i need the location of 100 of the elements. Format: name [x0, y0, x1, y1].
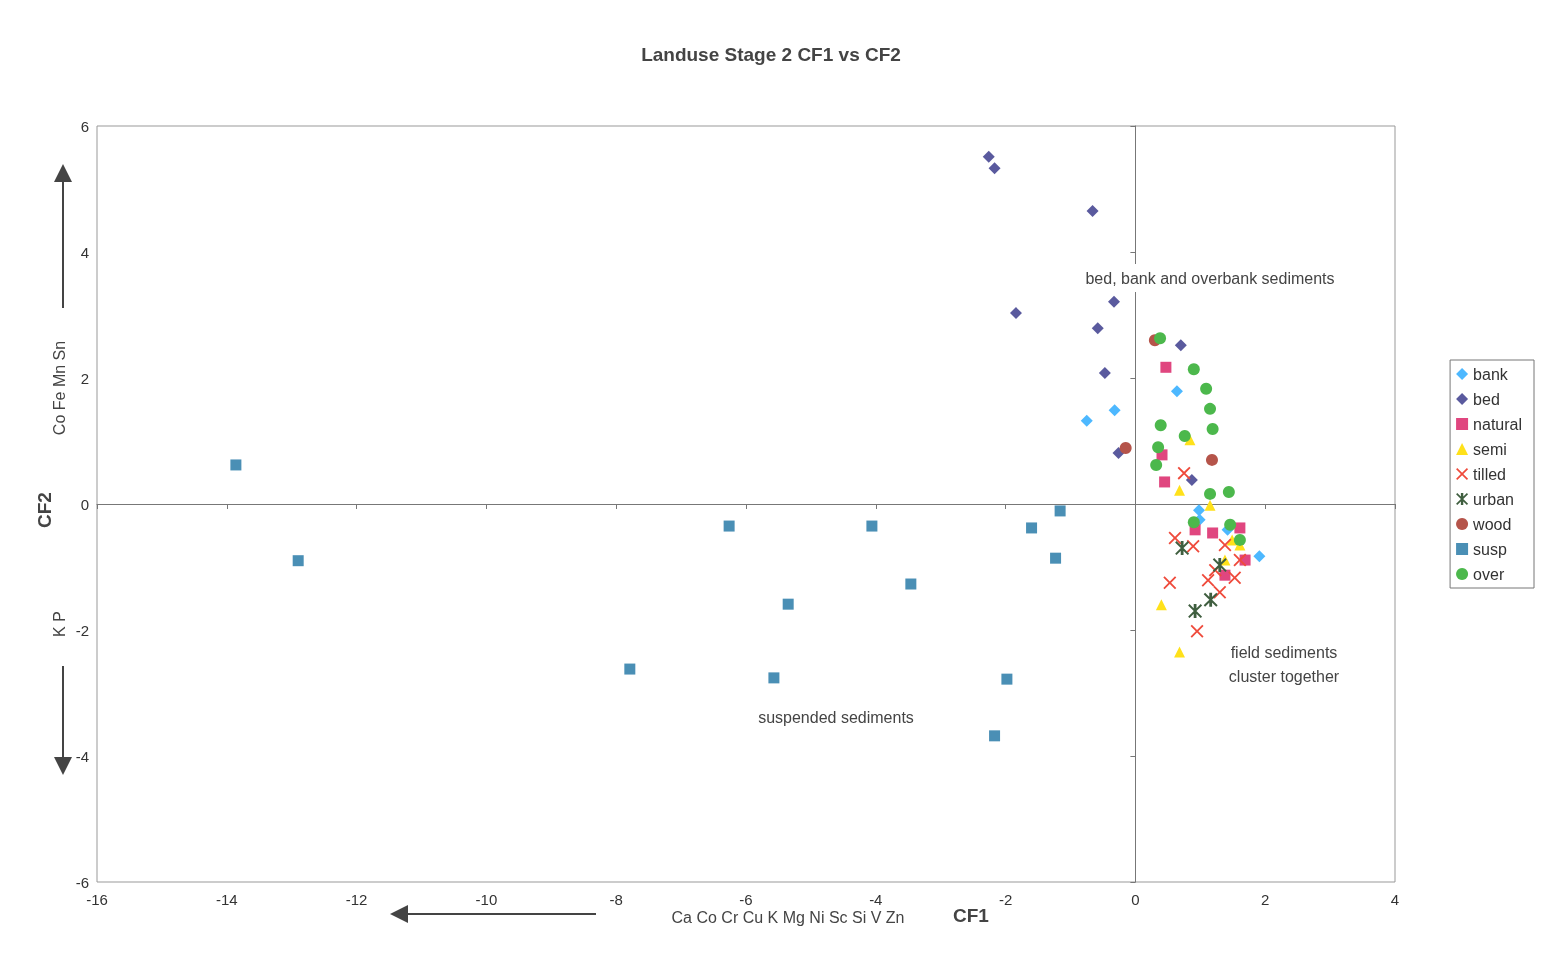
point — [982, 150, 995, 163]
point — [1218, 538, 1232, 552]
point — [1174, 339, 1187, 352]
x-tick-label: -10 — [475, 891, 498, 908]
x-tick-label: -14 — [215, 891, 238, 908]
point — [1163, 576, 1177, 590]
text: Co Fe Mn Sn — [50, 340, 68, 436]
point — [1174, 646, 1186, 658]
legend-label: tilled — [1473, 465, 1506, 483]
point — [1107, 295, 1120, 308]
legend-label: wood — [1472, 515, 1512, 533]
legend-label: bank — [1473, 365, 1509, 383]
point — [1201, 573, 1215, 587]
point — [1170, 385, 1183, 398]
legend-label: urban — [1473, 490, 1514, 508]
annotation: suspended sediments — [758, 708, 914, 726]
point — [1224, 518, 1237, 531]
point — [230, 459, 242, 471]
x-tick-label: -8 — [609, 891, 623, 908]
point — [1204, 487, 1217, 500]
point — [1222, 486, 1235, 499]
point — [1168, 531, 1182, 545]
point — [768, 672, 780, 684]
x-tick-label: 2 — [1261, 891, 1270, 908]
point — [1193, 504, 1205, 517]
point — [1212, 558, 1227, 573]
point — [989, 730, 1001, 742]
point — [1234, 522, 1246, 534]
point — [1155, 599, 1167, 611]
point — [292, 555, 304, 567]
legend-label: bed — [1473, 390, 1500, 408]
point — [1178, 429, 1191, 442]
point — [1119, 441, 1132, 454]
annotation: field sediments cluster together — [1228, 643, 1340, 685]
point — [1188, 604, 1203, 619]
point — [1159, 476, 1171, 488]
point — [1207, 527, 1219, 539]
point — [1177, 466, 1191, 480]
point — [1152, 441, 1165, 454]
point — [988, 162, 1001, 175]
point — [1150, 458, 1163, 471]
point — [1154, 419, 1167, 432]
y-tick-label: 4 — [80, 243, 89, 261]
point — [1206, 423, 1219, 436]
legend-label: natural — [1473, 415, 1522, 433]
y-tick-label: 6 — [80, 117, 89, 135]
x-tick-label: -2 — [998, 891, 1013, 908]
point — [1186, 539, 1200, 553]
x-tick-label: -4 — [869, 891, 883, 908]
text: K P — [50, 611, 68, 637]
point — [1086, 205, 1099, 218]
point — [1001, 673, 1013, 685]
chart-title: Landuse Stage 2 CF1 vs CF2 — [641, 44, 901, 65]
x-tick-label: 4 — [1390, 891, 1400, 908]
point — [723, 520, 735, 532]
y-tick-label: 0 — [80, 495, 89, 513]
legend-label: semi — [1473, 440, 1507, 458]
point — [1080, 414, 1093, 427]
point — [1200, 382, 1213, 395]
y-tick-label: -2 — [75, 621, 89, 639]
y-tick-label: -6 — [75, 873, 89, 891]
point — [1204, 402, 1217, 415]
point — [1204, 499, 1216, 511]
point — [866, 520, 878, 532]
point — [1174, 484, 1186, 496]
point — [1187, 363, 1200, 376]
point — [1233, 533, 1246, 546]
point — [1026, 522, 1038, 534]
point — [1160, 361, 1172, 373]
point — [1233, 553, 1247, 567]
x-tick-label: -6 — [739, 891, 753, 908]
point — [1108, 404, 1121, 417]
legend-label: over — [1473, 565, 1505, 583]
x-tick-label: -12 — [345, 891, 368, 908]
x-tick-label: 0 — [1131, 891, 1140, 908]
point — [1054, 505, 1066, 517]
point — [1190, 624, 1204, 638]
point — [1050, 552, 1062, 564]
point — [1187, 516, 1200, 529]
point — [1205, 453, 1218, 466]
legend-label: susp — [1473, 540, 1507, 558]
point — [1154, 332, 1167, 345]
point — [624, 663, 636, 675]
point — [1091, 322, 1104, 335]
point — [1175, 541, 1190, 556]
point — [1112, 446, 1125, 459]
x-axis-title: CF1 — [953, 905, 990, 926]
x-tick-label: -16 — [86, 891, 108, 908]
point — [1253, 550, 1266, 563]
y-tick-label: -4 — [75, 747, 89, 765]
point — [1009, 307, 1022, 320]
point — [782, 598, 794, 610]
point — [1098, 366, 1111, 379]
point — [1185, 474, 1198, 487]
annotation: bed, bank and overbank sediments — [1085, 269, 1335, 287]
point — [1228, 571, 1242, 585]
point — [905, 578, 917, 590]
text: Ca Co Cr Cu K Mg Ni Sc Si V Zn — [671, 908, 905, 926]
point — [1213, 585, 1227, 599]
y-tick-label: 2 — [80, 369, 89, 387]
